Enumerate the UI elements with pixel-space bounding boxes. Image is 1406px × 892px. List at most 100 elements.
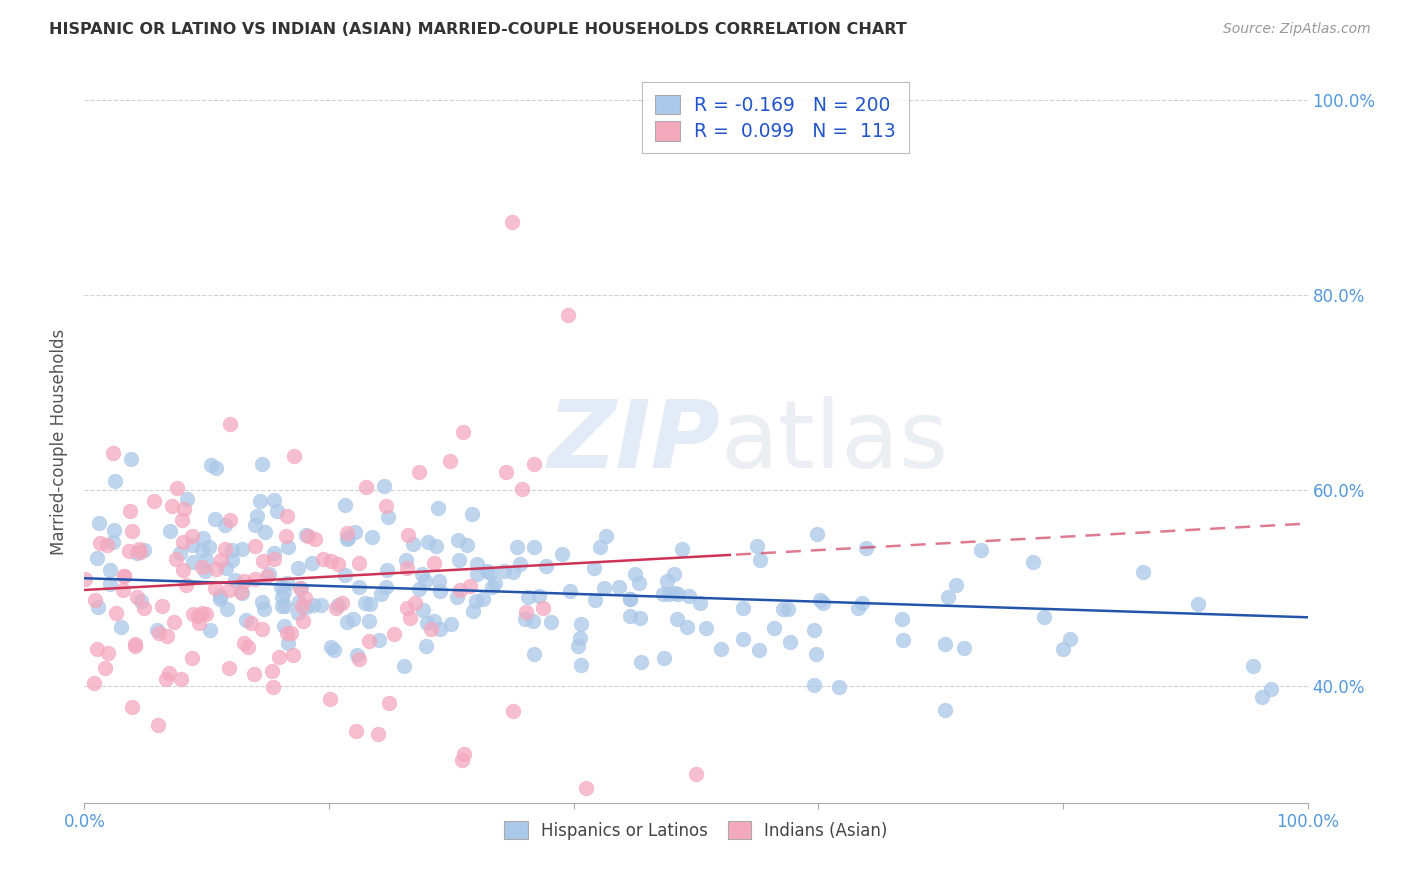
Point [190,559,212,574]
Point [540,615,562,630]
Point [297,529,319,543]
Point [970,542,993,557]
Point [627,576,650,591]
Point [259,566,281,581]
Point [111,582,134,597]
Point [239,616,262,631]
Point [361,530,384,544]
Point [127,591,149,605]
Point [219,513,242,527]
Point [174,578,197,592]
Point [276,576,298,591]
Point [101,446,124,460]
Point [159,524,181,539]
Point [86,641,108,656]
Point [628,611,651,625]
Point [156,629,179,643]
Point [319,554,342,568]
Point [231,541,253,556]
Point [685,864,707,879]
Point [560,584,582,599]
Legend: Hispanics or Latinos, Indians (Asian): Hispanics or Latinos, Indians (Asian) [498,814,894,847]
Point [357,615,380,629]
Point [336,526,359,541]
Point [515,612,537,626]
Point [855,541,877,555]
Point [336,615,359,629]
Point [846,600,869,615]
Point [287,606,309,620]
Point [276,529,298,543]
Point [94,661,117,675]
Point [481,580,503,594]
Point [290,582,312,596]
Point [204,581,226,595]
Point [103,475,125,489]
Point [176,492,198,507]
Point [382,627,405,641]
Point [263,492,285,507]
Point [478,566,501,580]
Point [402,537,425,551]
Point [484,576,506,591]
Point [945,578,967,592]
Point [619,592,641,607]
Point [1033,610,1056,624]
Text: ZIP: ZIP [547,395,720,488]
Point [440,616,463,631]
Point [370,587,392,601]
Point [806,647,828,661]
Point [104,606,127,620]
Point [304,532,326,546]
Point [467,567,489,582]
Point [229,585,252,599]
Point [243,572,266,586]
Point [252,554,274,568]
Point [477,564,499,578]
Point [260,664,283,678]
Point [89,516,111,530]
Point [619,609,641,624]
Point [522,541,544,555]
Point [367,633,389,648]
Point [427,501,450,516]
Point [98,577,121,591]
Point [120,451,142,466]
Point [502,565,524,579]
Point [291,614,314,628]
Point [851,596,873,610]
Point [290,581,312,595]
Point [745,540,768,554]
Point [89,536,111,550]
Point [124,637,146,651]
Point [98,563,121,577]
Point [204,512,226,526]
Point [952,641,974,656]
Point [395,601,418,615]
Point [461,604,484,618]
Point [235,613,257,627]
Point [449,553,471,567]
Point [291,599,314,614]
Point [367,727,389,741]
Point [208,592,231,607]
Point [506,540,529,554]
Point [172,563,194,577]
Point [413,574,436,588]
Point [1132,565,1154,579]
Point [87,600,110,615]
Point [495,465,517,479]
Point [571,617,593,632]
Point [152,599,174,614]
Point [191,606,214,620]
Point [779,634,801,648]
Point [250,622,273,636]
Point [375,563,398,577]
Point [200,623,222,637]
Point [125,546,148,560]
Point [191,542,214,557]
Point [166,481,188,495]
Point [827,680,849,694]
Point [172,534,194,549]
Point [509,558,531,572]
